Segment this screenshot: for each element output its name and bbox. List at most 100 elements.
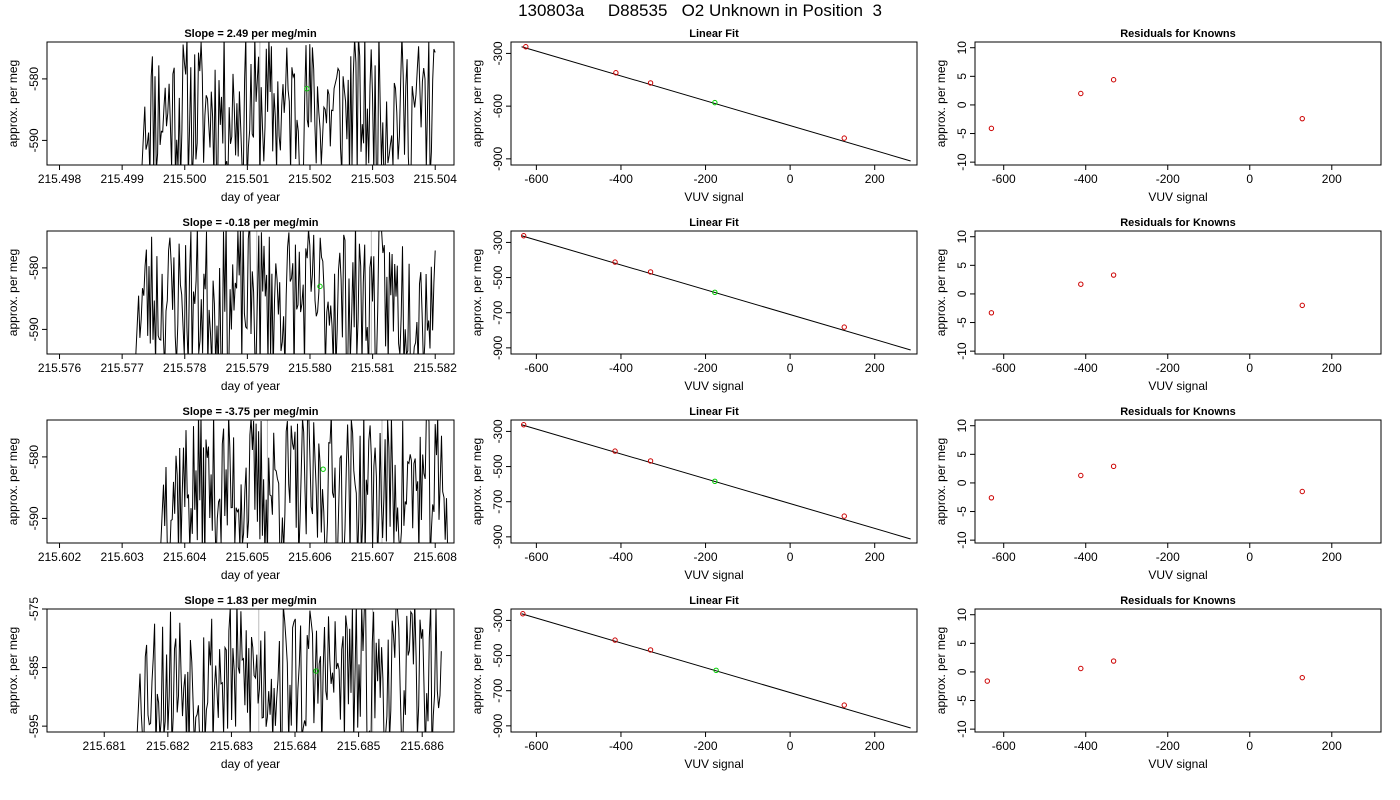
panel-7: Slope = -3.75 per meg/min 215.602 215.603 2… [6,406,457,582]
y-tick-label: -900 [491,147,505,171]
panel-8: Linear Fit -600 -400 -200 0 200 -900 -700 -500 -3… [470,406,918,582]
x-tick-label: 215.579 [226,361,270,375]
y-axis-label: approx. per meg [6,627,20,714]
x-axis-label: VUV signal [1148,568,1207,582]
x-tick-label: 215.580 [288,361,332,375]
known-point-2 [612,448,618,454]
y-axis-label: approx. per meg [470,249,484,336]
x-tick-label: 215.501 [226,172,270,186]
x-tick-label: -400 [1074,361,1098,375]
x-tick-label: 215.577 [100,361,144,375]
x-tick-label: -200 [694,172,718,186]
x-tick-label: 215.581 [351,361,395,375]
residual-point-1 [988,310,995,316]
y-tick-label: 10 [955,419,969,433]
x-tick-label: 200 [1322,739,1342,753]
fit-line [521,613,911,729]
y-tick-label: -600 [491,94,505,118]
residual-point-2 [1078,90,1084,97]
y-axis-label: approx. per meg [6,60,20,147]
x-tick-label: -200 [1156,739,1180,753]
y-tick-label: 0 [955,101,969,108]
y-tick-label: 10 [955,41,969,55]
x-tick-label: 215.608 [414,550,458,564]
y-tick-label: 10 [955,608,969,622]
panel-10: Slope = 1.83 per meg/min 215.681 215.682 21… [6,595,455,771]
y-axis-label: approx. per meg [934,438,948,525]
x-tick-label: -200 [1156,172,1180,186]
y-tick-label: -575 [27,597,41,621]
plot-frame [510,419,918,544]
panel-2: Linear Fit -600 -400 -200 0 200 -900 -600 -300 VU… [470,28,918,204]
y-tick-label: 0 [955,668,969,675]
y-tick-label: -5 [955,128,969,139]
residual-point-3 [1110,77,1117,83]
residual-point-3 [1110,463,1117,470]
unknown-point [713,667,719,674]
y-tick-label: -500 [491,265,505,289]
plot-frame [46,608,455,733]
x-tick-label: 215.504 [414,172,458,186]
y-axis-label: approx. per meg [470,627,484,714]
x-tick-label: -200 [694,550,718,564]
panel-title: Slope = 1.83 per meg/min [184,595,317,607]
x-tick-label: 215.502 [288,172,332,186]
x-tick-label: 200 [865,172,885,186]
panel-title: Residuals for Knowns [1120,28,1236,40]
unknown-point [320,466,326,472]
panel-title: Linear Fit [689,28,739,40]
panel-6: Residuals for Knowns -600 -400 -200 0 200 -10 -… [934,217,1382,393]
residual-point-1 [984,678,991,684]
x-tick-label: 200 [1322,361,1342,375]
plot-area [520,611,911,729]
y-tick-label: 10 [955,230,969,244]
fit-line [521,46,911,162]
x-axis-label: VUV signal [1148,757,1207,771]
signal-trace [160,420,448,543]
y-tick-label: -700 [491,300,505,324]
unknown-point [712,478,718,485]
plot-area [136,609,442,732]
y-tick-label: -500 [491,643,505,667]
fit-line [521,235,911,351]
x-axis-label: day of year [221,190,280,204]
known-point-2 [612,637,618,643]
x-axis-label: day of year [221,568,280,582]
unknown-point [712,289,718,296]
y-tick-label: -300 [491,608,505,632]
fit-line [521,424,911,540]
x-axis-label: day of year [221,757,280,771]
residual-point-2 [1078,281,1084,287]
y-tick-label: -300 [491,41,505,65]
plot-area [135,231,436,354]
panel-title: Residuals for Knowns [1120,217,1236,229]
residual-point-4 [1299,115,1305,122]
plot-frame [46,230,455,355]
known-point-1 [520,422,527,428]
y-tick-label: -10 [955,153,969,171]
x-tick-label: 215.605 [226,550,270,564]
plot-frame [46,41,455,166]
panel-title: Residuals for Knowns [1120,595,1236,607]
x-tick-label: -400 [1074,739,1098,753]
x-tick-label: -400 [609,172,633,186]
x-tick-label: -600 [992,172,1016,186]
signal-trace [135,231,436,354]
signal-trace [136,609,442,732]
panel-3: Residuals for Knowns -600 -400 -200 0 200 -10 -… [934,28,1382,204]
x-tick-label: -200 [694,739,718,753]
known-point-2 [613,70,619,76]
x-axis-label: VUV signal [684,568,743,582]
known-point-1 [520,611,526,617]
known-point-1 [523,44,529,50]
known-point-3 [647,458,654,464]
y-tick-label: -10 [955,531,969,549]
unknown-point [712,99,718,106]
plot-area [160,420,448,543]
plot-frame [974,41,1382,166]
plot-area [521,44,911,162]
x-axis-label: VUV signal [684,190,743,204]
plot-frame [510,230,918,355]
